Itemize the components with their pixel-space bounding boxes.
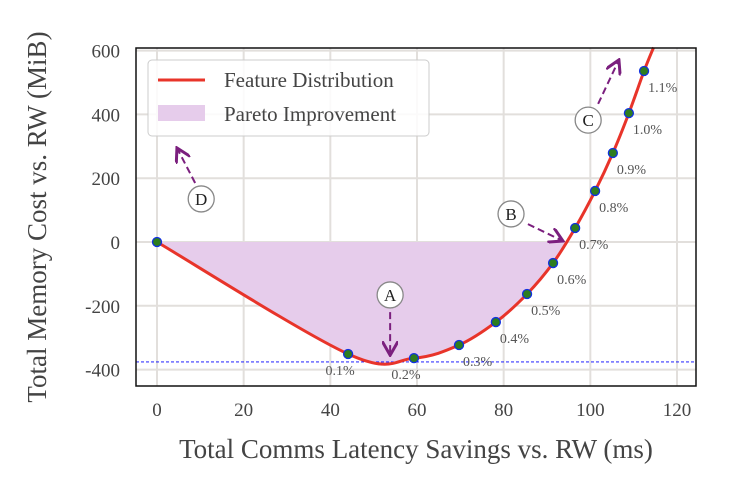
x-tick-label: 60 bbox=[407, 400, 426, 421]
data-point bbox=[638, 65, 650, 77]
data-point-label: 0.7% bbox=[579, 238, 609, 253]
y-tick-label: 600 bbox=[92, 42, 121, 63]
data-point-label: 0.8% bbox=[599, 201, 629, 216]
data-point-label: 0.2% bbox=[391, 368, 421, 383]
x-tick-label: 120 bbox=[663, 400, 692, 421]
plot-frame bbox=[135, 47, 697, 387]
data-point bbox=[623, 107, 635, 119]
y-tick-label: 400 bbox=[92, 105, 121, 126]
legend: Feature Distribution Pareto Improvement bbox=[147, 59, 430, 137]
legend-entry-pareto: Pareto Improvement bbox=[224, 102, 396, 126]
data-point-label: 1.1% bbox=[648, 81, 678, 96]
annotation-arrow bbox=[527, 223, 563, 241]
annotation-label: A bbox=[384, 286, 397, 305]
annotation-marker bbox=[187, 185, 215, 213]
y-tick-label: -200 bbox=[85, 297, 120, 318]
data-point-label: 0.5% bbox=[531, 304, 561, 319]
data-point bbox=[547, 257, 559, 269]
x-tick-label: 40 bbox=[321, 400, 340, 421]
y-tick-label: 200 bbox=[92, 169, 121, 190]
data-point-label: 0.6% bbox=[557, 273, 587, 288]
pareto-improvement-area bbox=[157, 242, 569, 365]
data-point-label: 0.3% bbox=[463, 355, 493, 370]
x-tick-label: 0 bbox=[152, 400, 162, 421]
annotation-marker bbox=[574, 106, 602, 134]
data-point bbox=[589, 185, 601, 197]
data-point bbox=[570, 222, 581, 234]
y-tick-label: -400 bbox=[85, 361, 120, 382]
data-point bbox=[607, 147, 619, 159]
data-point-label: 1.0% bbox=[633, 123, 663, 138]
annotation-label: C bbox=[582, 111, 593, 130]
legend-fill-swatch bbox=[158, 105, 205, 121]
data-point-label: 0.9% bbox=[617, 163, 647, 178]
data-point bbox=[342, 348, 354, 360]
annotation-label: B bbox=[505, 205, 516, 224]
annotation-marker bbox=[497, 200, 525, 228]
annotation-arrow bbox=[597, 60, 619, 105]
data-point bbox=[521, 288, 533, 300]
x-axis-label: Total Comms Latency Savings vs. RW (ms) bbox=[179, 434, 653, 464]
data-point-label: 0.4% bbox=[500, 332, 530, 347]
x-tick-label: 100 bbox=[576, 400, 605, 421]
x-tick-label: 80 bbox=[494, 400, 513, 421]
annotation-marker bbox=[376, 281, 404, 309]
data-point-label: 0.1% bbox=[326, 364, 356, 379]
legend-entry-feature: Feature Distribution bbox=[224, 68, 394, 92]
x-tick-label: 20 bbox=[234, 400, 253, 421]
data-point bbox=[453, 339, 465, 351]
annotation-arrow bbox=[177, 148, 197, 184]
data-point bbox=[490, 316, 502, 328]
data-point bbox=[408, 352, 420, 364]
annotation-label: D bbox=[195, 190, 207, 209]
y-axis-label: Total Memory Cost vs. RW (MiB) bbox=[22, 31, 52, 402]
y-tick-label: 0 bbox=[111, 233, 121, 254]
data-point bbox=[151, 236, 163, 248]
